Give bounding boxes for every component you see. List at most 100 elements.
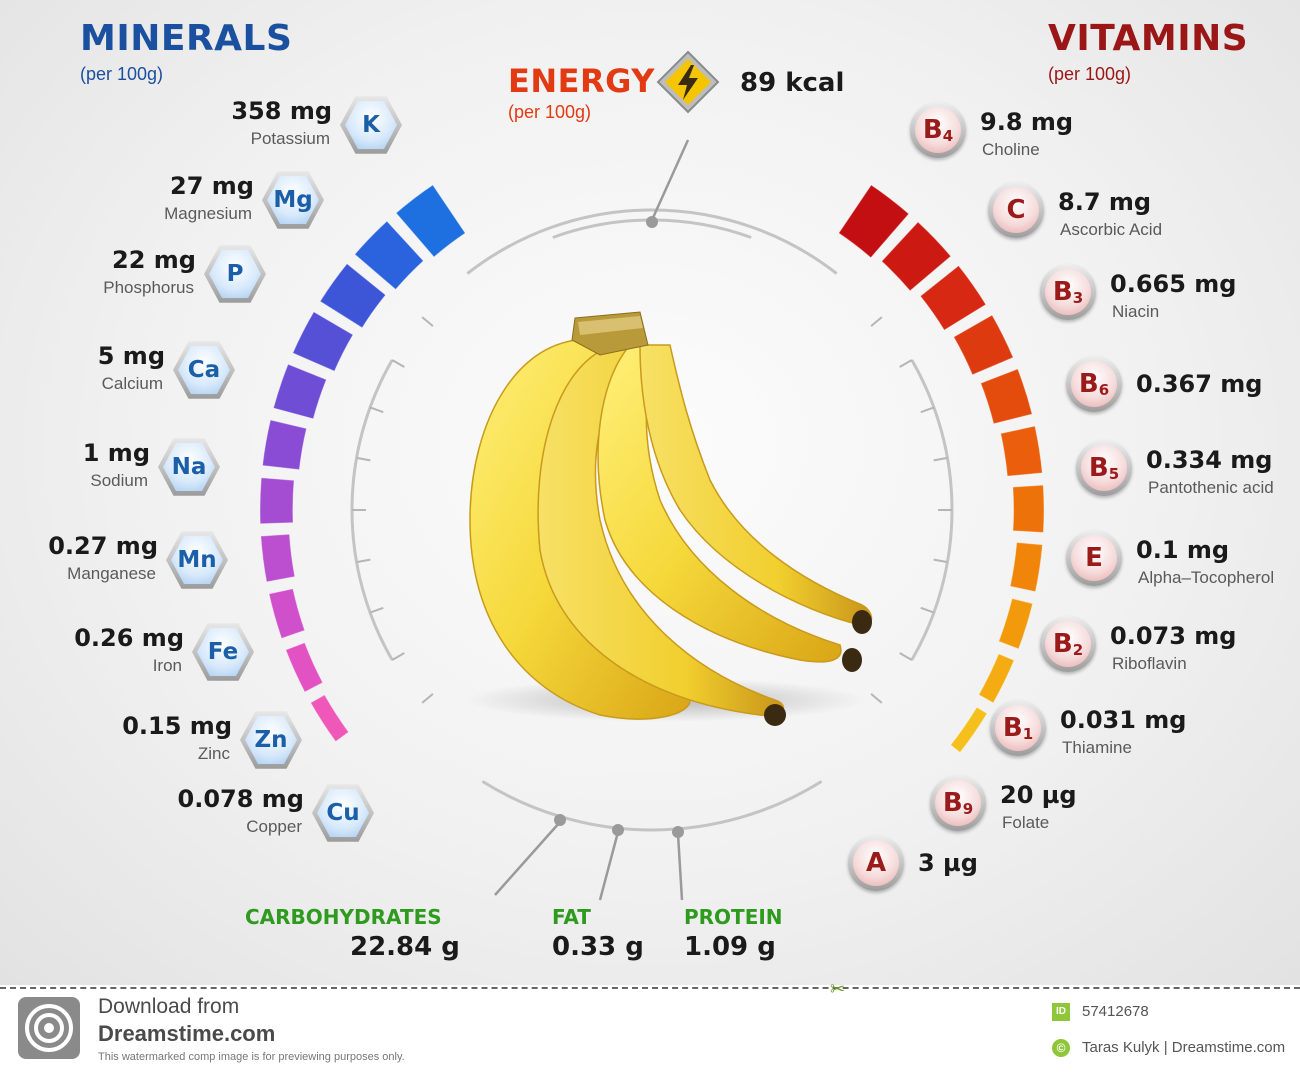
gauge-tick <box>369 406 384 414</box>
mineral-badge-k: K <box>340 96 402 154</box>
mineral-name: Calcium <box>101 374 163 393</box>
mineral-arc-segment <box>272 363 327 420</box>
mineral-badge-mg: Mg <box>262 171 324 229</box>
mineral-amount: 22 mg <box>112 246 196 274</box>
vitamin-name: Thiamine <box>1062 738 1132 757</box>
inner-ring-arc <box>466 208 838 275</box>
mineral-arc-segment <box>319 263 387 329</box>
mineral-arc-segment <box>395 184 466 258</box>
gauge-tick <box>421 316 434 327</box>
vitamin-arc-segment <box>1009 541 1043 593</box>
vitamin-symbol: C <box>1006 195 1026 225</box>
gauge-tick <box>920 606 935 614</box>
dreamstime-link[interactable]: Dreamstime.com <box>98 1021 276 1046</box>
watermark-footer: ✂ Download from Dreamstime.com This wate… <box>0 979 1300 1075</box>
mineral-symbol: P <box>226 261 244 287</box>
mineral-arc-segment <box>354 220 425 291</box>
mineral-name: Zinc <box>197 744 230 763</box>
mineral-symbol: Ca <box>187 357 221 383</box>
vitamin-arc-segment <box>949 706 988 754</box>
vitamin-amount: 0.334 mg <box>1146 446 1273 474</box>
protein-label: PROTEIN <box>684 905 783 929</box>
mineral-name: Phosphorus <box>103 278 194 297</box>
mineral-amount: 27 mg <box>170 172 254 200</box>
gauge-tick <box>933 558 948 564</box>
minerals-arc-segments <box>259 184 466 743</box>
vitamin-name: Ascorbic Acid <box>1060 220 1163 239</box>
gauge-tick <box>421 693 434 704</box>
vitamin-amount: 0.367 mg <box>1136 370 1263 398</box>
protein-value: 1.09 g <box>684 932 776 962</box>
mineral-arc-segment <box>261 419 308 471</box>
vitamin-symbol: B4 <box>922 115 954 145</box>
author-credit: Taras Kulyk | Dreamstime.com <box>1082 1039 1286 1056</box>
vitamin-amount: 3 µg <box>918 849 978 877</box>
vitamin-badge-b1: B1 <box>990 700 1046 756</box>
inner-ring-arc <box>481 780 823 832</box>
mineral-symbol: Mg <box>273 187 313 213</box>
gauge-tick <box>920 406 935 414</box>
gauge-tick <box>870 693 883 704</box>
image-id-number: 57412678 <box>1082 1003 1149 1020</box>
inner-ring-arc <box>350 359 394 661</box>
mineral-name: Magnesium <box>164 204 252 223</box>
vitamins-title: VITAMINS <box>1048 18 1249 59</box>
vitamin-name: Alpha–Tocopherol <box>1138 568 1275 587</box>
fat-value: 0.33 g <box>552 932 644 962</box>
energy-title: ENERGY <box>508 62 655 100</box>
banana-bunch-illustration <box>465 311 873 726</box>
vitamin-arc-segment <box>980 368 1033 425</box>
mineral-badge-cu: Cu <box>312 784 374 842</box>
mineral-arc-segment <box>259 477 295 525</box>
vitamin-badge-b6: B6 <box>1066 356 1122 412</box>
mineral-amount: 5 mg <box>97 342 165 370</box>
vitamin-symbol: B6 <box>1078 369 1110 399</box>
vitamin-name: Folate <box>1002 813 1050 832</box>
vitamin-symbol: B9 <box>942 788 974 818</box>
download-from-text: Download from <box>98 995 240 1018</box>
dreamstime-logo-icon <box>18 997 80 1059</box>
gauge-tick <box>356 558 371 564</box>
mineral-amount: 0.26 mg <box>74 624 184 652</box>
mineral-symbol: Fe <box>207 639 239 665</box>
mineral-name: Copper <box>246 817 302 836</box>
gauge-tick <box>391 652 405 661</box>
vitamin-arc-segment <box>1000 425 1043 477</box>
mineral-badge-zn: Zn <box>240 711 302 769</box>
gauge-tick <box>933 456 948 462</box>
infographic-artwork <box>259 139 1045 901</box>
mineral-name: Iron <box>152 656 182 675</box>
mineral-symbol: Na <box>171 454 207 480</box>
vitamin-amount: 0.031 mg <box>1060 706 1187 734</box>
vitamin-badge-b4: B4 <box>910 102 966 158</box>
energy-subtitle: (per 100g) <box>508 102 592 122</box>
gauge-tick <box>870 316 883 327</box>
copyright-icon: © <box>1052 1039 1070 1057</box>
mineral-arc-segment <box>268 588 306 639</box>
mineral-arc-segment <box>285 642 324 693</box>
gauge-tick <box>356 456 371 462</box>
vitamin-arc-segment <box>919 265 987 331</box>
watermark-notice: This watermarked comp image is for previ… <box>98 1051 405 1063</box>
vitamin-symbol: E <box>1085 543 1103 573</box>
gauge-tick <box>369 606 384 614</box>
mineral-amount: 0.078 mg <box>177 785 304 813</box>
vitamin-arc-segment <box>953 314 1014 376</box>
mineral-symbol: Cu <box>326 800 360 826</box>
fat-label: FAT <box>552 905 591 929</box>
gauge-tick <box>391 359 405 368</box>
vitamin-arc-segment <box>881 221 952 292</box>
vitamin-amount: 20 µg <box>1000 781 1077 809</box>
minerals-subtitle: (per 100g) <box>80 64 164 84</box>
vitamin-name: Choline <box>982 140 1040 159</box>
vitamin-symbol: B1 <box>1002 713 1034 743</box>
lightning-bolt-icon <box>656 50 720 114</box>
vitamin-name: Pantothenic acid <box>1148 478 1274 497</box>
vitamin-amount: 0.1 mg <box>1136 536 1230 564</box>
vitamin-arc-segment <box>978 653 1015 704</box>
inner-ring-arc <box>910 359 954 661</box>
id-badge: ID <box>1052 1003 1070 1021</box>
vitamin-amount: 0.073 mg <box>1110 622 1237 650</box>
vitamin-badge-b3: B3 <box>1040 264 1096 320</box>
vitamin-badge-c: C <box>988 182 1044 238</box>
